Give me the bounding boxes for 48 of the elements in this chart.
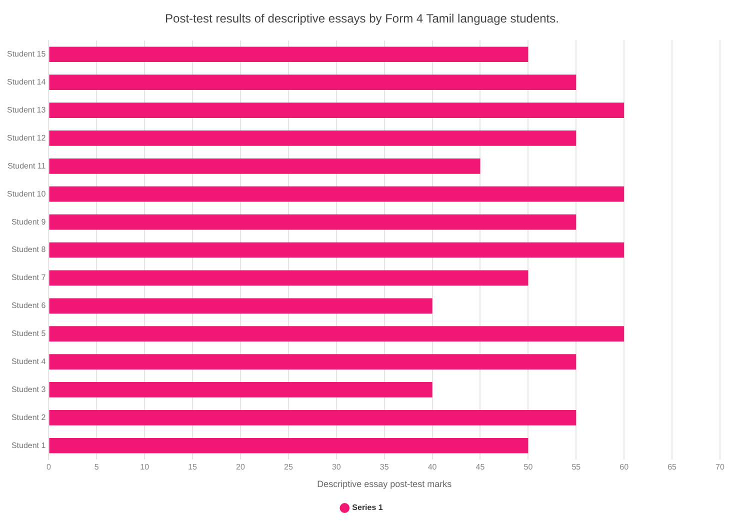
bar — [49, 102, 624, 118]
bar — [49, 242, 624, 258]
x-tick-label: 0 — [46, 462, 52, 472]
x-tick-label: 20 — [236, 462, 246, 472]
x-axis-title: Descriptive essay post-test marks — [317, 479, 452, 490]
bar — [49, 410, 576, 426]
y-tick-label: Student 3 — [11, 384, 46, 394]
y-tick-label: Student 14 — [6, 78, 46, 87]
y-tick-label: Student 9 — [11, 217, 46, 226]
bar — [49, 438, 528, 454]
bar — [49, 74, 576, 90]
x-tick-label: 45 — [476, 462, 486, 472]
x-tick-label: 60 — [620, 462, 630, 472]
y-tick-label: Student 13 — [6, 105, 46, 114]
x-tick-label: 55 — [572, 462, 582, 472]
bar — [49, 270, 528, 286]
x-tick-label: 35 — [380, 462, 390, 472]
x-tick-label: 70 — [716, 462, 725, 472]
y-tick-label: Student 12 — [6, 133, 46, 142]
x-tick-label: 10 — [140, 462, 150, 472]
legend-label: Series 1 — [352, 503, 384, 512]
bar — [49, 186, 624, 202]
y-tick-label: Student 11 — [8, 161, 46, 170]
x-tick-label: 65 — [668, 462, 678, 472]
y-tick-label: Student 2 — [11, 412, 46, 422]
bar — [49, 382, 432, 398]
bar — [49, 158, 480, 174]
x-tick-label: 40 — [428, 462, 438, 472]
bar — [49, 354, 576, 370]
y-tick-label: Student 4 — [11, 356, 46, 366]
bar — [49, 298, 432, 314]
y-tick-label: Student 1 — [11, 440, 46, 450]
x-tick-label: 25 — [284, 462, 294, 472]
bar — [49, 130, 576, 146]
y-tick-label: Student 10 — [6, 189, 46, 198]
y-tick-label: Student 6 — [11, 301, 46, 310]
x-tick-label: 15 — [188, 462, 198, 472]
x-tick-label: 5 — [94, 462, 100, 472]
y-tick-label: Student 8 — [11, 245, 46, 254]
x-tick-label: 50 — [524, 462, 534, 472]
bar — [49, 46, 528, 62]
y-tick-label: Student 7 — [11, 273, 46, 282]
bar — [49, 214, 576, 230]
x-tick-label: 30 — [332, 462, 342, 472]
chart-title: Post-test results of descriptive essays by Form 4 Tamil language students. — [165, 12, 559, 26]
y-tick-label: Student 5 — [11, 329, 46, 338]
bar — [49, 326, 624, 342]
y-tick-label: Student 15 — [6, 50, 46, 59]
